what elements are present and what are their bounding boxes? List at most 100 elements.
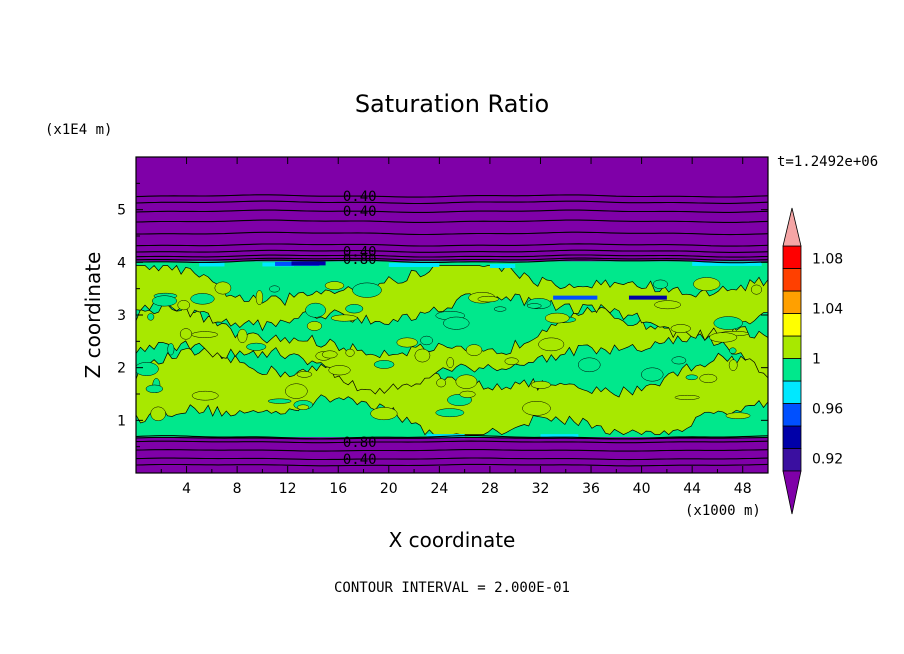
lower-contour-line	[136, 449, 768, 452]
field-blob	[255, 290, 264, 306]
contour-lines	[136, 194, 768, 467]
field-blob	[713, 316, 743, 330]
field-blob	[150, 406, 166, 422]
field-blob	[177, 300, 190, 311]
contour-label: 0.80	[343, 435, 377, 451]
field-blob	[577, 357, 601, 373]
field-blob	[527, 303, 542, 309]
y-tick-label: 2	[117, 361, 126, 377]
colorbar-swatch	[782, 290, 802, 314]
field-blob	[414, 348, 431, 363]
upper-contour-line	[136, 194, 768, 198]
field-blob	[455, 374, 478, 389]
field-blob	[321, 350, 338, 359]
upper-contour-line	[136, 243, 768, 247]
field-blob	[152, 295, 177, 307]
field-blob	[324, 281, 345, 290]
field-blob	[446, 357, 454, 368]
field-blob	[352, 282, 382, 298]
lower-contour-line	[136, 440, 768, 444]
upper-contour-line	[136, 200, 768, 205]
field-blob	[179, 328, 193, 340]
moist-top-contour	[136, 259, 768, 264]
y-tick-label: 1	[117, 413, 126, 429]
field-blob	[750, 284, 763, 295]
field-blob	[699, 373, 718, 383]
y-tick-label: 5	[117, 203, 126, 219]
field-blob	[477, 295, 499, 303]
trace-patch	[489, 264, 516, 269]
x-axis-ticks: 4 8 12 16 20 24 28 32 36 40 44 48	[160, 157, 752, 497]
field-blob	[728, 359, 738, 371]
trace-patch	[553, 295, 598, 300]
field-blob	[693, 277, 721, 291]
field-blob	[190, 293, 215, 305]
x-tick-label: 48	[734, 481, 752, 497]
moist-bottom-contour	[136, 435, 768, 440]
field-blob	[167, 343, 175, 356]
colorbar-swatch	[782, 245, 802, 269]
x-tick-label: 28	[481, 481, 499, 497]
colorbar-swatch	[782, 403, 802, 427]
field-blob	[136, 362, 159, 376]
field-blob	[674, 394, 700, 400]
field-blob	[436, 378, 447, 388]
colorbar-tick-label: 1	[812, 352, 821, 368]
colorbar-tick-label: 0.96	[812, 402, 843, 418]
colorbar-tick-label: 0.92	[812, 452, 843, 468]
colorbar: 0.92 0.96 1 1.04 1.08	[782, 207, 843, 515]
field-blob	[545, 312, 570, 324]
trace-patch	[388, 262, 440, 267]
trace-patch	[199, 262, 225, 267]
field-blob	[191, 390, 219, 401]
time-label: t=1.2492e+06	[777, 154, 878, 170]
field-blob	[296, 371, 313, 378]
x-tick-label: 24	[430, 481, 448, 497]
field-blob	[652, 279, 668, 289]
colorbar-swatch	[782, 268, 802, 292]
field-blob	[725, 412, 751, 419]
colorbar-under-triangle	[782, 470, 802, 515]
field-blob	[459, 390, 476, 398]
colorbar-tick-label: 1.08	[812, 252, 843, 268]
field-blob	[267, 398, 292, 404]
upper-contour-line	[136, 249, 768, 253]
upper-contour-line	[136, 231, 768, 236]
colorbar-swatch	[782, 380, 802, 404]
lime-band-upper	[136, 264, 768, 342]
contour-label: 0.40	[343, 189, 377, 205]
x-axis-label: X coordinate	[389, 528, 516, 552]
x-tick-label: 20	[380, 481, 398, 497]
contour-label: 0.40	[343, 244, 377, 260]
x-tick-label: 32	[532, 481, 550, 497]
trace-patch	[540, 434, 579, 439]
field-blob	[305, 302, 326, 318]
field-blob	[269, 285, 280, 293]
upper-contour-line	[136, 209, 768, 213]
lower-contour-line	[136, 457, 768, 461]
upper-contour-line	[136, 257, 768, 261]
contour-interval-note: CONTOUR INTERVAL = 2.000E-01	[334, 580, 570, 596]
field-blob	[373, 360, 395, 369]
colorbar-swatch	[782, 448, 802, 472]
y-tick-label: 3	[117, 308, 126, 324]
colorbar-swatch	[782, 358, 802, 382]
field-blob	[214, 281, 232, 295]
x-axis-unit: (x1000 m)	[685, 503, 761, 519]
field-blob	[147, 313, 155, 321]
colorbar-swatch	[782, 425, 802, 449]
field-blob	[285, 383, 308, 399]
colorbar-swatch	[782, 313, 802, 337]
field-blob	[729, 347, 737, 354]
field-blob	[145, 384, 164, 394]
field-blob	[306, 321, 322, 331]
field-blob	[530, 380, 551, 389]
lower-contour-line	[136, 463, 768, 467]
field-blob	[443, 316, 470, 330]
contour-label: 0.40	[343, 452, 377, 468]
field-blob	[641, 367, 664, 382]
x-tick-label: 40	[633, 481, 651, 497]
x-tick-label: 4	[182, 481, 191, 497]
field-blob	[522, 401, 551, 416]
colorbar-over-triangle	[782, 207, 802, 247]
